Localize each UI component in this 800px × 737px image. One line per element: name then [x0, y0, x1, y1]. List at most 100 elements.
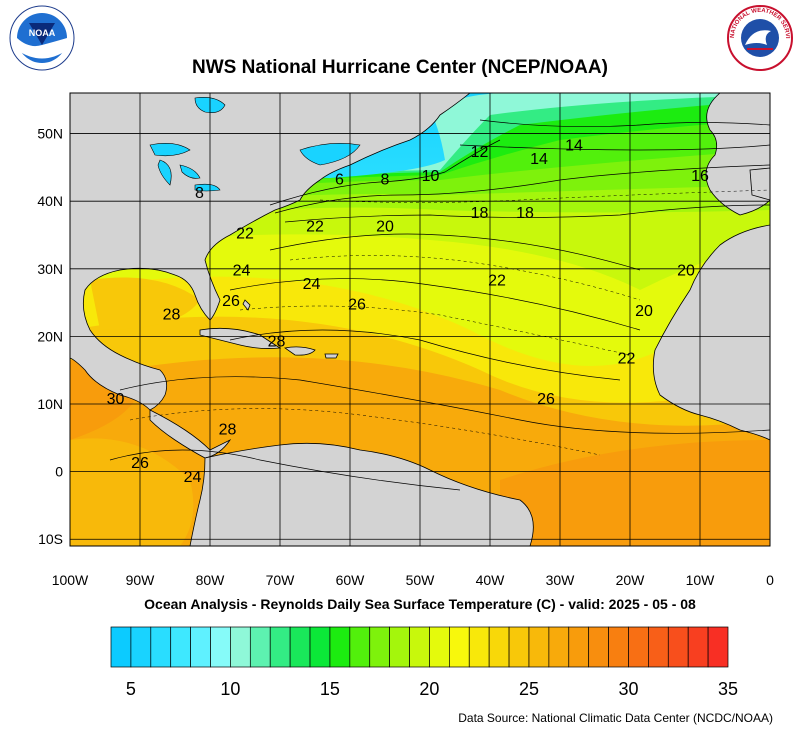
- contour-label: 6: [335, 171, 344, 188]
- colorbar-swatch: [488, 626, 510, 668]
- contour-label: 22: [488, 273, 506, 290]
- colorbar-swatch: [409, 626, 430, 668]
- colorbar-swatch: [349, 626, 371, 668]
- data-source: Data Source: National Climatic Data Cent…: [458, 711, 773, 725]
- colorbar-labels: 5 10 15 20 25 30 35: [126, 679, 738, 699]
- lon-tick-label: 30W: [546, 572, 576, 588]
- colorbar-swatches: [110, 626, 729, 668]
- colorbar-swatch: [608, 626, 629, 668]
- contour-label: 8: [195, 185, 204, 202]
- page-title: NWS National Hurricane Center (NCEP/NOAA…: [192, 57, 608, 78]
- contour-label: 14: [565, 137, 583, 154]
- colorbar-swatch: [150, 626, 172, 668]
- colorbar-swatch: [289, 626, 311, 668]
- analysis-caption: Ocean Analysis - Reynolds Daily Sea Surf…: [144, 596, 696, 612]
- grid-lines: [70, 93, 770, 546]
- contour-labels: 8 6 8 10 12 14 14 16 18 18 20 22 22 24 24 22 20 20 26 26 28 2…: [107, 137, 709, 485]
- colorbar-swatch: [468, 626, 490, 668]
- colorbar-swatch: [667, 626, 689, 668]
- contour-label: 26: [131, 455, 149, 472]
- lon-tick-label: 20W: [616, 572, 646, 588]
- lon-tick-label: 0: [766, 572, 774, 588]
- lat-tick-label: 50N: [37, 126, 63, 142]
- contour-label: 22: [236, 225, 254, 242]
- lat-tick-label: 20N: [37, 328, 63, 344]
- contour-label: 8: [381, 171, 390, 188]
- axis-tick-labels: 100W 90W 80W 70W 60W 50W 40W 30W 20W 10W 0 50N 40N 30…: [37, 126, 774, 588]
- lon-tick-label: 80W: [196, 572, 226, 588]
- contour-label: 26: [537, 391, 555, 408]
- colorbar-swatch: [309, 626, 331, 668]
- colorbar-label: 35: [718, 679, 738, 699]
- colorbar-swatch: [389, 626, 410, 668]
- contour-label: 24: [303, 276, 321, 293]
- lon-tick-label: 90W: [126, 572, 156, 588]
- contour-label: 28: [219, 421, 237, 438]
- lat-tick-label: 10N: [37, 396, 63, 412]
- colorbar-label: 20: [419, 679, 439, 699]
- contour-label: 26: [222, 293, 240, 310]
- colorbar-swatch: [190, 626, 211, 668]
- sst-field: 8 6 8 10 12 14 14 16 18 18 20 22 22 24 24 22 20 20 26 26 28 2…: [70, 93, 770, 546]
- colorbar-swatch: [508, 626, 530, 668]
- contour-label: 12: [471, 144, 489, 161]
- contour-label: 14: [530, 151, 548, 168]
- colorbar-label: 5: [126, 679, 136, 699]
- contour-label: 20: [635, 303, 653, 320]
- lat-tick-label: 40N: [37, 193, 63, 209]
- lat-tick-label: 10S: [38, 531, 63, 547]
- colorbar-swatch: [130, 626, 152, 668]
- contour-label: 20: [376, 219, 394, 236]
- isotherm-dashed-lines: [129, 189, 770, 456]
- colorbar-swatch: [329, 626, 351, 668]
- colorbar-label: 25: [519, 679, 539, 699]
- colorbar-swatch: [449, 626, 470, 668]
- contour-label: 24: [233, 263, 251, 280]
- contour-label: 18: [471, 205, 489, 222]
- noaa-logo-text: NOAA: [29, 28, 56, 38]
- colorbar-swatch: [707, 626, 729, 668]
- contour-label: 18: [516, 205, 534, 222]
- map-frame: [69, 92, 771, 547]
- colorbar-swatch: [588, 626, 609, 668]
- lon-tick-label: 10W: [686, 572, 716, 588]
- colorbar-swatch: [110, 626, 132, 668]
- lat-tick-label: 0: [55, 464, 63, 480]
- contour-label: 16: [691, 168, 709, 185]
- contour-label: 24: [184, 469, 202, 486]
- colorbar-swatch: [429, 626, 450, 668]
- contour-label: 28: [268, 334, 286, 351]
- lon-tick-label: 40W: [476, 572, 506, 588]
- colorbar-swatch: [249, 626, 271, 668]
- colorbar-swatch: [687, 626, 709, 668]
- contour-label: 10: [422, 168, 440, 185]
- lat-tick-label: 30N: [37, 261, 63, 277]
- colorbar-swatch: [568, 626, 590, 668]
- colorbar-swatch: [369, 626, 390, 668]
- nws-logo: NATIONAL WEATHER SERVICE: [725, 1, 793, 71]
- sst-map: 8 6 8 10 12 14 14 16 18 18 20 22 22 24 24 22 20 20 26 26 28 2…: [37, 92, 774, 588]
- contour-label: 30: [107, 391, 125, 408]
- colorbar-swatch: [528, 626, 550, 668]
- contour-label: 28: [163, 307, 181, 324]
- colorbar-label: 15: [320, 679, 340, 699]
- colorbar-label: 30: [618, 679, 638, 699]
- lon-tick-label: 100W: [52, 572, 89, 588]
- contour-label: 22: [306, 219, 324, 236]
- colorbar-label: 10: [220, 679, 240, 699]
- colorbar-swatch: [628, 626, 649, 668]
- lon-tick-label: 60W: [336, 572, 366, 588]
- colorbar-swatch: [648, 626, 669, 668]
- colorbar-swatch: [170, 626, 191, 668]
- contour-label: 22: [618, 350, 636, 367]
- contour-label: 26: [348, 296, 366, 313]
- colorbar-swatch: [548, 626, 570, 668]
- inland-waters: [149, 97, 361, 192]
- noaa-logo: NOAA: [9, 5, 75, 71]
- colorbar-swatch: [269, 626, 291, 668]
- colorbar-swatch: [230, 626, 251, 668]
- lon-tick-label: 70W: [266, 572, 296, 588]
- colorbar-swatch: [210, 626, 231, 668]
- lon-tick-label: 50W: [406, 572, 436, 588]
- contour-label: 20: [677, 263, 695, 280]
